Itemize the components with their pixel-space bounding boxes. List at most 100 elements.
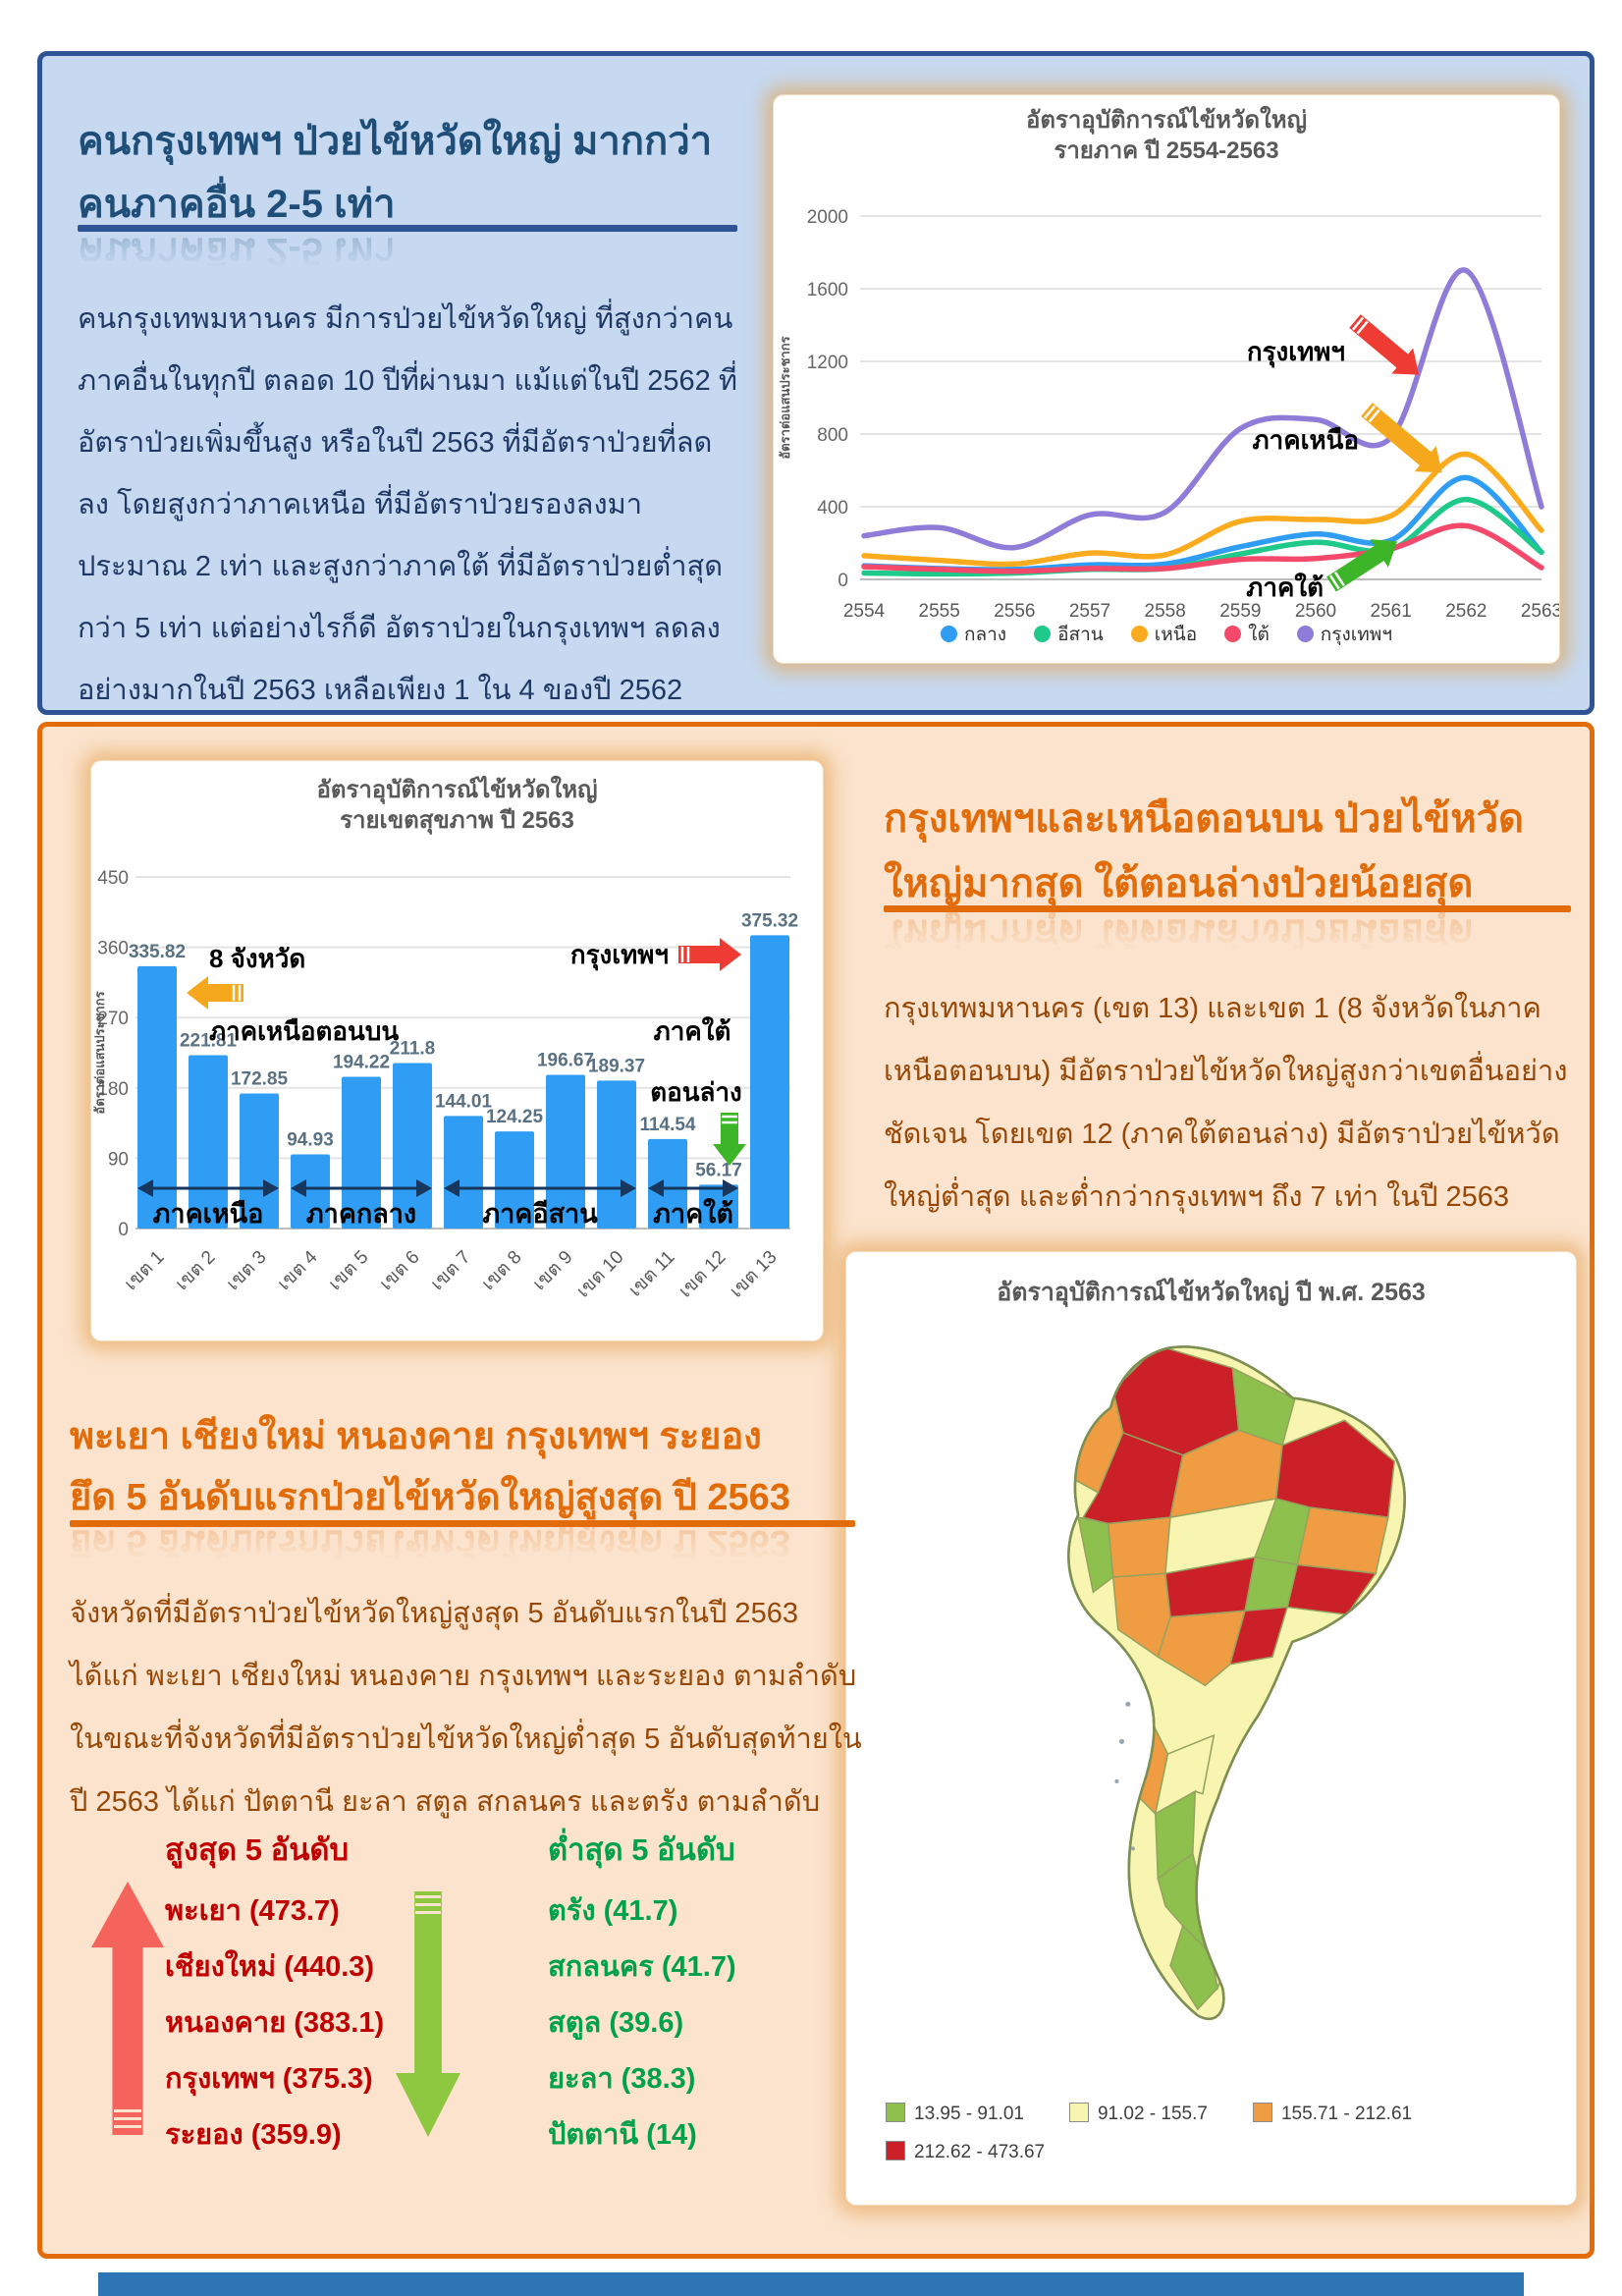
- rank-item: กรุงเทพฯ (375.3): [165, 2063, 373, 2095]
- bar-เขต 5: [342, 1076, 381, 1229]
- y-tick-label: 180: [97, 1079, 129, 1100]
- x-tick-label: 2558: [1145, 601, 1186, 622]
- bar-value-label: 172.85: [231, 1068, 289, 1089]
- bar-value-label: 56.17: [695, 1160, 742, 1180]
- y-axis-label: อัตราต่อแสนประชากร: [92, 991, 107, 1114]
- thailand-choropleth-map: [1067, 1345, 1406, 2021]
- bar-chart: 0 90 180 270 360 450 อัตราต่อแสนประชากร 335.82 เ…: [92, 868, 798, 1302]
- region-label: ภาคอีสาน: [482, 1199, 598, 1229]
- x-tick-label: เขต 9: [529, 1247, 577, 1295]
- x-tick-label: เขต 3: [223, 1247, 271, 1295]
- x-tick-label: 2555: [919, 601, 960, 622]
- x-tick-label: เขต 6: [376, 1247, 424, 1295]
- x-tick-label: 2560: [1295, 601, 1336, 622]
- y-tick-label: 1600: [807, 280, 848, 301]
- y-tick-label: 400: [817, 498, 848, 519]
- annotation-south: ภาคใต้: [1246, 573, 1324, 602]
- region-label: ภาคเหนือ: [153, 1199, 264, 1229]
- rank-item: ปัตตานี (14): [548, 2119, 697, 2151]
- panel2-divider: [884, 905, 1571, 912]
- bar-value-label: 94.93: [287, 1129, 334, 1150]
- x-tick-label: เขต 4: [274, 1246, 322, 1294]
- up-arrow-icon: [91, 1882, 164, 2135]
- bar-value-label: 124.25: [486, 1107, 544, 1127]
- region-span-ภาคอีสาน: ภาคอีสาน: [444, 1179, 636, 1229]
- bar-chart-title: อัตราอุบัติการณ์ไข้หวัดใหญ่ รายเขตสุขภาพ…: [316, 777, 598, 834]
- legend-swatch-icon: [1252, 2103, 1272, 2122]
- bar-เขต 10: [597, 1080, 636, 1229]
- region-span-ภาคกลาง: ภาคกลาง: [291, 1179, 432, 1229]
- x-tick-label: เขต 13: [727, 1247, 782, 1302]
- province: [1107, 1516, 1171, 1578]
- section-paragraph: จังหวัดที่มีอัตราป่วยไข้หวัดใหญ่สูงสุด 5…: [70, 1598, 862, 1818]
- legend-item-กลาง[interactable]: กลาง: [940, 620, 1006, 649]
- bar-value-label: 144.01: [435, 1091, 493, 1112]
- map-legend-item: 212.62 - 473.67: [886, 2141, 1045, 2163]
- province: [1157, 1610, 1247, 1687]
- rank-item: สตูล (39.6): [548, 2007, 684, 2039]
- panel2-title: กรุงเทพฯและเหนือตอนบน ป่วยไข้หวัด ใหญ่มา…: [884, 797, 1525, 906]
- rank-item: พะเยา (473.7): [165, 1895, 340, 1927]
- section-divider: [70, 1520, 855, 1527]
- rank-item: ตรัง (41.7): [548, 1895, 678, 1927]
- green-down-arrow-icon: [713, 1113, 746, 1166]
- island: [1130, 1846, 1135, 1851]
- y-tick-label: 90: [108, 1149, 129, 1170]
- series-กลาง: [861, 474, 1544, 573]
- province: [1286, 1563, 1378, 1615]
- legend-item-ใต้[interactable]: ใต้: [1224, 620, 1270, 649]
- series-เหนือ: [861, 451, 1544, 568]
- bar-value-label: 189.37: [588, 1056, 645, 1076]
- rank-item: หนองคาย (383.1): [165, 2007, 385, 2039]
- x-tick-label: 2554: [843, 601, 886, 622]
- series-ใต้: [861, 522, 1544, 574]
- rank-item: ยะลา (38.3): [548, 2063, 696, 2095]
- orange-arrow-icon: [1361, 403, 1442, 473]
- legend-item-กรุงเทพฯ[interactable]: กรุงเทพฯ: [1296, 620, 1392, 649]
- annotation-8-provinces: 8 จังหวัด: [209, 944, 305, 973]
- legend-item-อีสาน[interactable]: อีสาน: [1034, 620, 1104, 649]
- y-axis-label: อัตราต่อแสนประชากร: [778, 336, 792, 459]
- annotation-upper-north: ภาคเหนือตอนบน: [209, 1016, 399, 1046]
- bar-เขต 11: [648, 1138, 687, 1229]
- x-tick-label: 2556: [994, 601, 1035, 622]
- y-tick-label: 270: [97, 1009, 129, 1029]
- map-legend-item: 155.71 - 212.61: [1252, 2103, 1412, 2125]
- map-box: อัตราอุบัติการณ์ไข้หวัดใหญ่ ปี พ.ศ. 2563…: [846, 1252, 1576, 2205]
- island: [1118, 1738, 1125, 1744]
- legend-dot-icon: [1130, 626, 1148, 642]
- bar-value-label: 211.8: [390, 1039, 436, 1060]
- y-tick-label: 1200: [807, 353, 848, 373]
- line-chart: 0 400 800 1200 1600 2000 2554 2555 2556 2557 2558 2…: [778, 207, 1559, 622]
- top5-list: พะเยา (473.7) เชียงใหม่ (440.3) หนองคาย (3…: [165, 1884, 384, 2163]
- panel1-divider: [78, 225, 737, 232]
- orange-left-arrow-icon: [187, 976, 243, 1010]
- footer-bar: [98, 2272, 1524, 2296]
- y-tick-label: 2000: [807, 207, 848, 228]
- legend-swatch-icon: [1068, 2103, 1089, 2122]
- panel1-paragraph: คนกรุงเทพมหานคร มีการป่วยไข้หวัดใหญ่ ที่…: [78, 303, 737, 706]
- x-tick-label: เขต 12: [676, 1247, 730, 1302]
- province: [1228, 1606, 1289, 1666]
- line-chart-title: อัตราอุบัติการณ์ไข้หวัดใหญ่ รายภาค ปี 25…: [1025, 107, 1308, 164]
- legend-item-เหนือ[interactable]: เหนือ: [1130, 620, 1197, 649]
- bar-เขต 7: [444, 1116, 483, 1229]
- section-title-top5: พะเยา เชียงใหม่ หนองคาย กรุงเทพฯ ระยอง ย…: [70, 1415, 790, 1518]
- legend-dot-icon: [1296, 626, 1314, 642]
- panel2-paragraph: กรุงเทพมหานคร (เขต 13) และเขต 1 (8 จังหว…: [884, 993, 1568, 1213]
- y-tick-label: 450: [97, 868, 129, 889]
- panel1-title: คนกรุงเทพฯ ป่วยไข้หวัดใหญ่ มากกว่า คนภาค…: [78, 119, 713, 226]
- red-arrow-icon: [1349, 314, 1420, 375]
- bar-เขต 2: [189, 1055, 228, 1229]
- island: [1125, 1701, 1131, 1707]
- panel-health-zones: อัตราอุบัติการณ์ไข้หวัดใหญ่ รายเขตสุขภาพ…: [37, 722, 1595, 2259]
- bar-เขต 13: [750, 935, 789, 1229]
- x-tick-label: 2557: [1069, 601, 1110, 622]
- x-tick-label: เขต 1: [121, 1247, 169, 1295]
- x-tick-label: เขต 11: [625, 1247, 679, 1301]
- bar-เขต 9: [546, 1074, 585, 1229]
- bar-เขต 3: [240, 1093, 279, 1229]
- island: [1114, 1778, 1119, 1783]
- province: [1154, 1733, 1216, 1816]
